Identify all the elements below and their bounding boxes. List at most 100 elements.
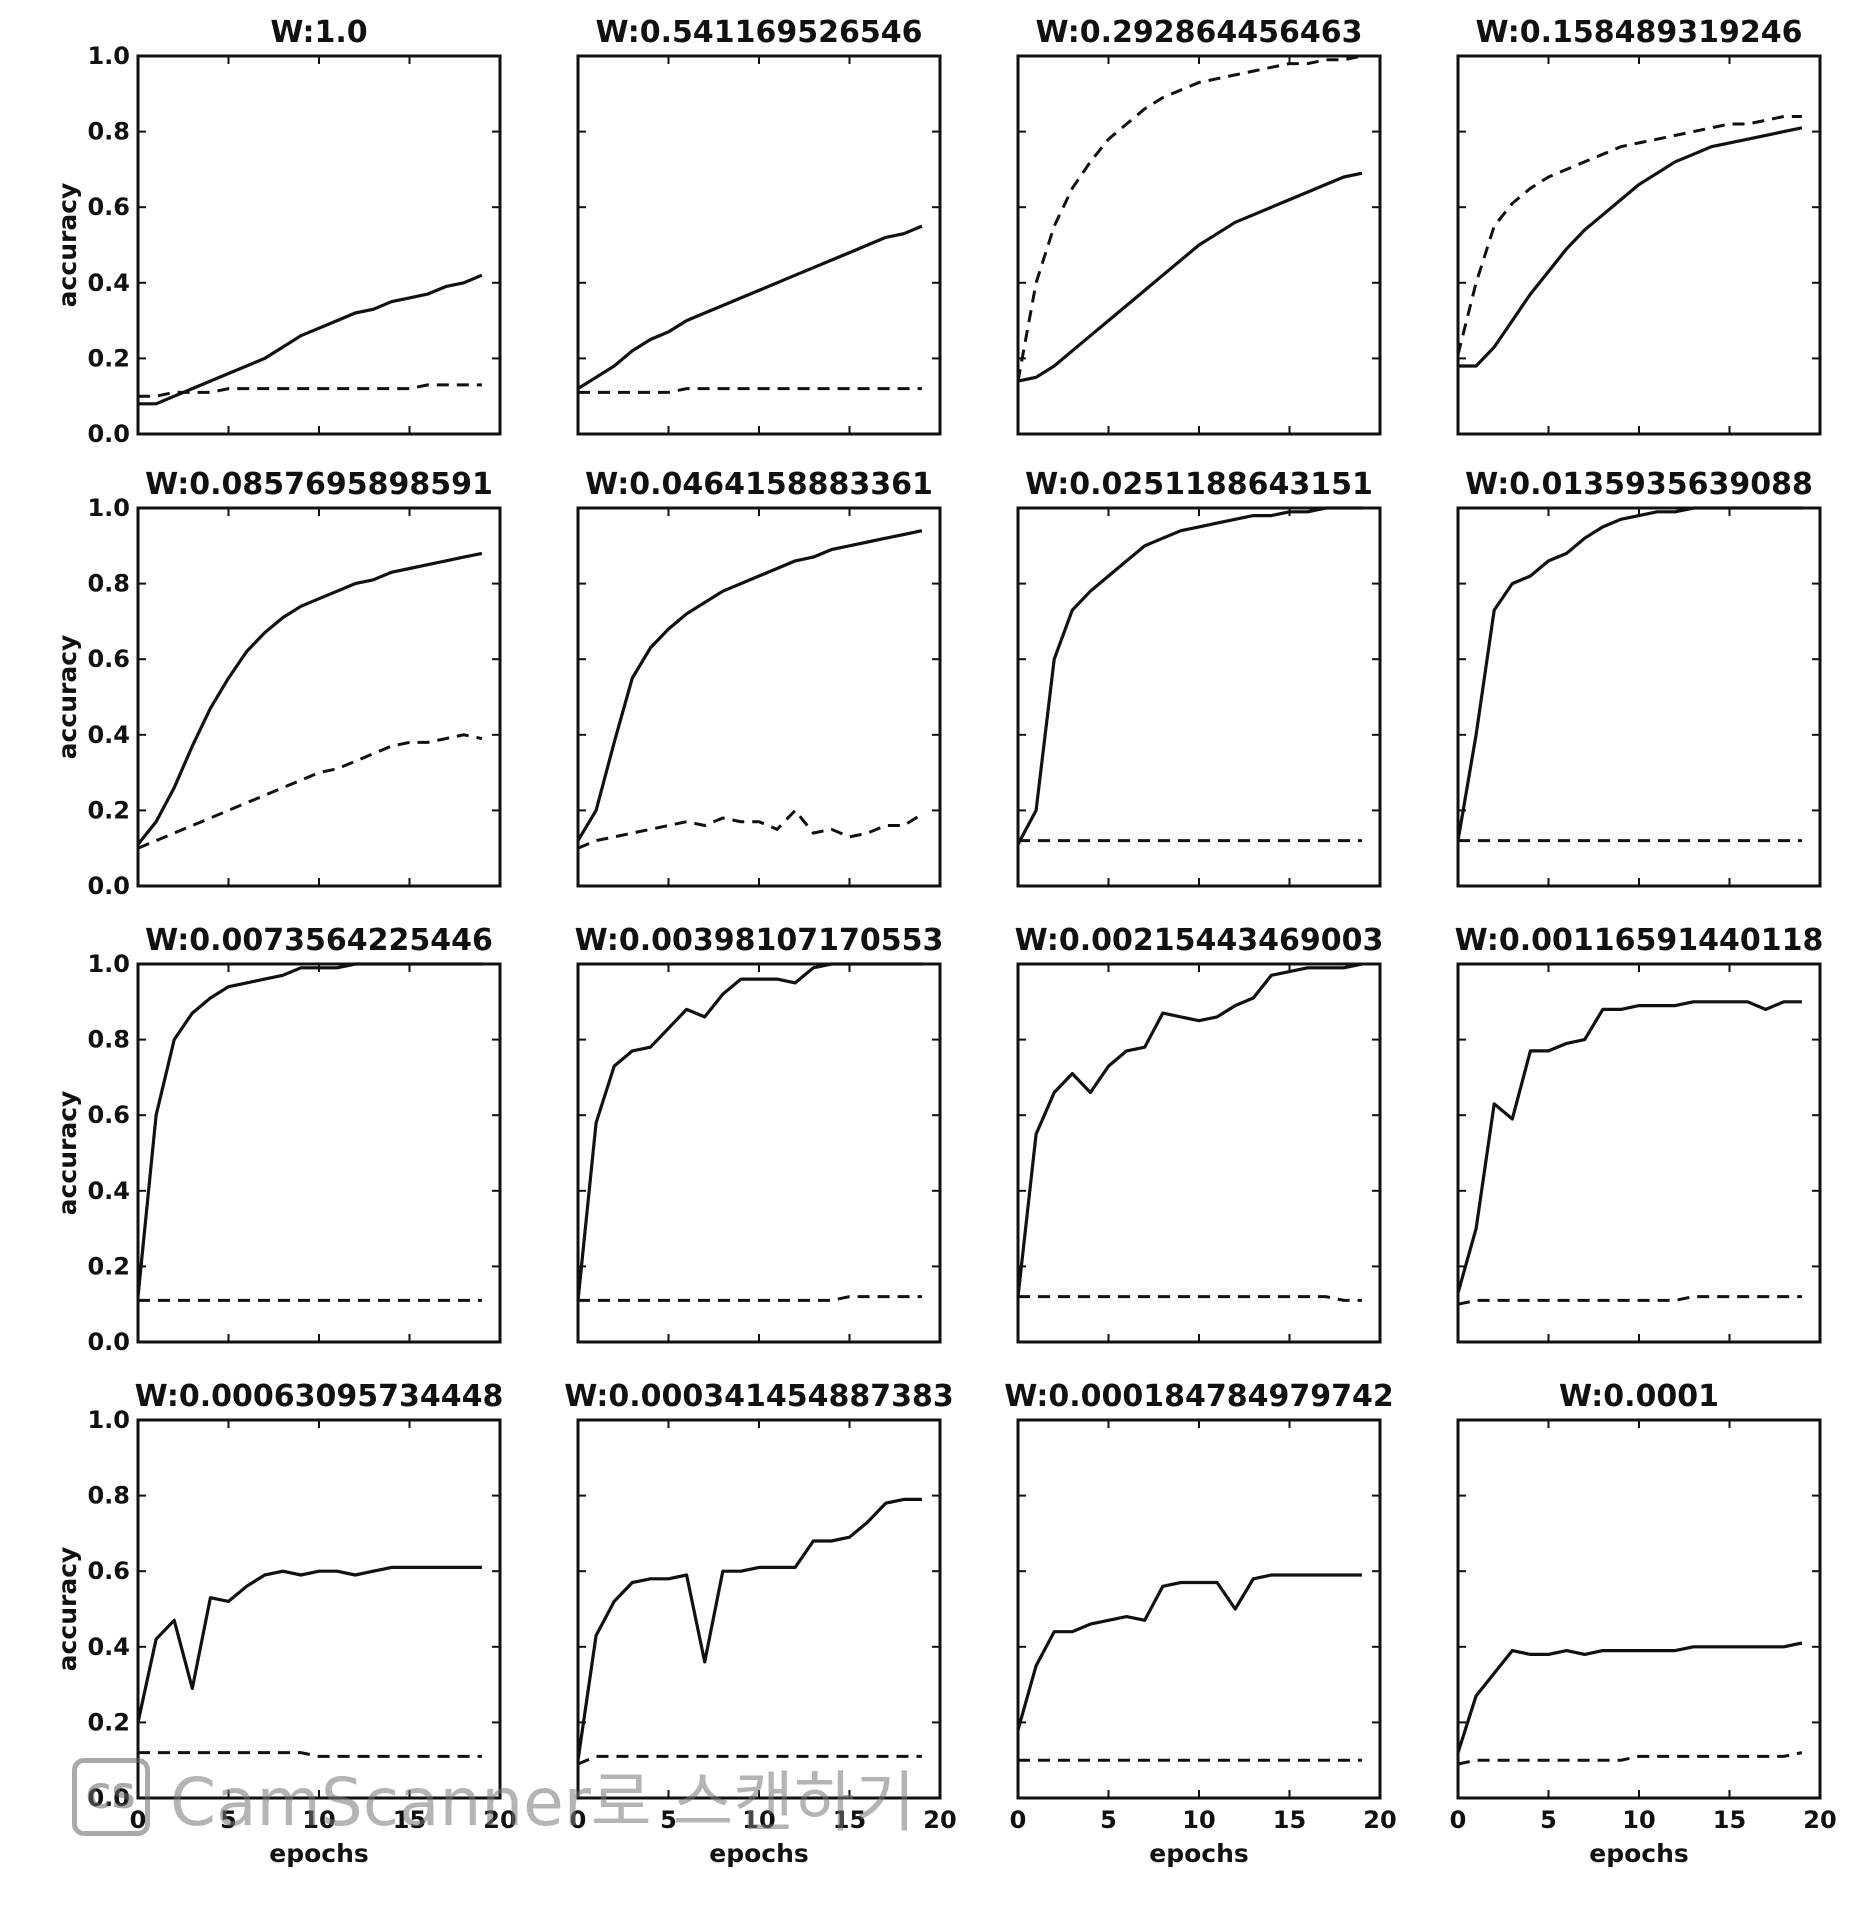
y-tick-label: 0.4	[87, 721, 130, 749]
plot-frame	[576, 54, 942, 436]
y-tick-label: 0.2	[87, 1708, 130, 1736]
y-axis-label: accuracy	[53, 635, 82, 760]
test-accuracy-line	[1457, 1295, 1802, 1306]
train-accuracy-line	[1456, 1000, 1802, 1294]
panel-title: W:0.158489319246	[1476, 15, 1803, 50]
x-axis-label: epochs	[269, 1839, 369, 1868]
y-axis-label: accuracy	[53, 1547, 82, 1672]
y-tick-label: 0.0	[87, 1784, 130, 1812]
plot-frame	[136, 506, 502, 888]
y-tick-label: 0.8	[87, 1482, 130, 1510]
train-accuracy-line	[1456, 1641, 1803, 1754]
y-tick-label: 0.2	[87, 344, 130, 372]
camscanner-logo-icon: CS	[72, 1758, 150, 1836]
panel-title: W:0.000184784979742	[1004, 1379, 1394, 1414]
test-accuracy-line	[1018, 1295, 1362, 1302]
plot-frame	[1016, 1418, 1382, 1800]
test-accuracy-line	[138, 1751, 482, 1758]
panel-title: W:0.292864456463	[1036, 15, 1363, 50]
plot-frame	[576, 962, 942, 1344]
plot-frame	[1456, 506, 1822, 888]
x-tick-label: 0	[1450, 1806, 1467, 1834]
y-tick-label: 0.8	[87, 1026, 130, 1054]
y-tick-label: 1.0	[87, 494, 130, 522]
x-tick-label: 20	[923, 1806, 956, 1834]
y-tick-label: 0.6	[87, 1101, 130, 1129]
plot-frame	[136, 1418, 502, 1800]
x-tick-label: 20	[1363, 1806, 1396, 1834]
y-tick-label: 0.6	[87, 193, 130, 221]
x-axis-label: epochs	[1149, 1839, 1249, 1868]
x-tick-label: 0	[1010, 1806, 1027, 1834]
plot-frame	[1456, 962, 1822, 1344]
x-tick-label: 0	[570, 1806, 587, 1834]
y-tick-label: 0.0	[87, 420, 130, 448]
panel-title: W:0.0464158883361	[585, 467, 933, 502]
plot-frame	[576, 1418, 942, 1800]
y-axis-label: accuracy	[53, 183, 82, 308]
train-accuracy-line	[1016, 506, 1362, 846]
camscanner-watermark: CS CamScanner로 스캔하기	[72, 1752, 915, 1842]
train-accuracy-line	[1458, 126, 1803, 368]
y-tick-label: 1.0	[87, 42, 130, 70]
x-tick-label: 10	[742, 1806, 775, 1834]
y-tick-label: 0.4	[87, 269, 130, 297]
train-accuracy-line	[577, 224, 923, 390]
test-accuracy-line	[577, 808, 923, 850]
panel-title: W:0.00116591440118	[1455, 923, 1824, 958]
panel-title: W:0.00215443469003	[1015, 923, 1384, 958]
panel-title: W:0.00063095734448	[135, 1379, 504, 1414]
watermark-text: CamScanner로 스캔하기	[170, 1764, 916, 1841]
train-accuracy-line	[136, 962, 482, 1297]
train-accuracy-line	[1456, 506, 1802, 841]
x-tick-label: 15	[1713, 1806, 1746, 1834]
train-accuracy-line	[1016, 1573, 1362, 1731]
x-tick-label: 5	[1100, 1806, 1117, 1834]
train-accuracy-line	[1017, 171, 1363, 383]
train-accuracy-line	[136, 551, 483, 846]
x-tick-label: 20	[1803, 1806, 1836, 1834]
panel-title: W:0.0135935639088	[1465, 467, 1813, 502]
plot-frame	[136, 962, 502, 1344]
plot-frame	[1016, 506, 1382, 888]
y-tick-label: 0.6	[87, 645, 130, 673]
x-tick-label: 5	[220, 1806, 237, 1834]
y-axis-label: accuracy	[53, 1091, 82, 1216]
plot-frame	[1456, 1418, 1822, 1800]
test-accuracy-line	[1457, 1751, 1803, 1766]
y-tick-label: 1.0	[87, 1406, 130, 1434]
test-accuracy-line	[137, 733, 483, 850]
test-accuracy-line	[1016, 54, 1363, 382]
y-tick-label: 0.2	[87, 796, 130, 824]
y-tick-label: 0.2	[87, 1252, 130, 1280]
y-tick-label: 0.0	[87, 872, 130, 900]
test-accuracy-line	[577, 1754, 922, 1766]
test-accuracy-line	[578, 1295, 922, 1302]
test-accuracy-line	[1456, 115, 1802, 355]
x-tick-label: 15	[1273, 1806, 1306, 1834]
x-tick-label: 15	[393, 1806, 426, 1834]
plot-frame	[576, 506, 942, 888]
train-accuracy-line	[576, 529, 923, 842]
x-tick-label: 5	[660, 1806, 677, 1834]
panel-title: W:0.0073564225446	[145, 923, 493, 958]
x-tick-label: 10	[1622, 1806, 1655, 1834]
plot-frame	[136, 54, 502, 436]
plot-frame	[1456, 54, 1822, 436]
y-tick-label: 1.0	[87, 950, 130, 978]
panel-title: W:1.0	[270, 15, 367, 50]
x-axis-label: epochs	[1589, 1839, 1689, 1868]
x-tick-label: 10	[1182, 1806, 1215, 1834]
train-accuracy-line	[576, 1497, 922, 1761]
y-tick-label: 0.8	[87, 118, 130, 146]
x-tick-label: 10	[302, 1806, 335, 1834]
train-accuracy-line	[136, 1565, 482, 1723]
y-tick-label: 0.4	[87, 1633, 130, 1661]
train-accuracy-line	[138, 273, 483, 406]
test-accuracy-line	[578, 387, 922, 394]
panel-title: W:0.541169526546	[596, 15, 923, 50]
train-accuracy-line	[1016, 962, 1363, 1297]
y-tick-label: 0.0	[87, 1328, 130, 1356]
x-tick-label: 20	[483, 1806, 516, 1834]
